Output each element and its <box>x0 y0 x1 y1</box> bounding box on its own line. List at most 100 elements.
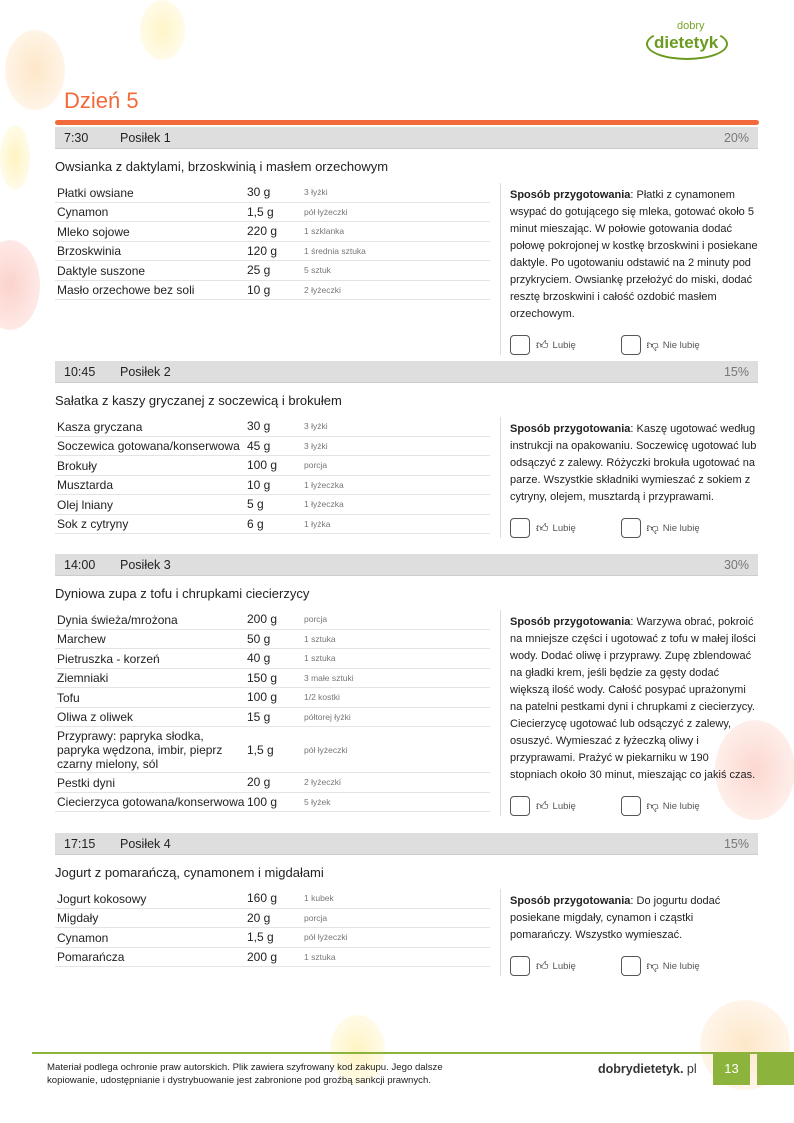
page-number: 13 <box>713 1053 750 1085</box>
meal-name: Posiłek 1 <box>120 130 171 145</box>
ingredient-amount: 1,5 g <box>247 742 274 757</box>
ingredient-measure: 5 łyżek <box>304 796 331 807</box>
like-checkbox[interactable] <box>510 518 530 538</box>
ingredient-row: Kasza gryczana 30 g 3 łyżki <box>55 417 490 437</box>
meal-header: 10:45 Posiłek 2 15% <box>55 361 758 383</box>
ingredient-amount: 10 g <box>247 477 271 492</box>
ingredient-row: Sok z cytryny 6 g 1 łyżka <box>55 515 490 534</box>
ingredient-amount: 100 g <box>247 690 278 705</box>
dislike-checkbox[interactable] <box>620 335 641 355</box>
ingredient-measure: pół łyżeczki <box>304 744 348 755</box>
ingredient-name: Marchew <box>57 632 106 647</box>
decor-orange <box>5 30 65 110</box>
ingredient-name: Ciecierzyca gotowana/konserwowa <box>57 795 245 810</box>
ingredient-name: Płatki owsiane <box>57 185 134 200</box>
meal-name: Posiłek 3 <box>120 557 171 572</box>
recipe-instructions: Sposób przygotowania: Warzywa obrać, pok… <box>501 610 758 784</box>
decor-lemon <box>140 0 185 60</box>
ingredient-name: Soczewica gotowana/konserwowa <box>57 439 240 454</box>
meal-name: Posiłek 4 <box>120 836 171 851</box>
meal-section: 17:15 Posiłek 4 15% Jogurt z pomarańczą,… <box>55 833 758 982</box>
ingredient-measure: 3 łyżki <box>304 440 328 451</box>
ingredient-amount: 220 g <box>247 224 278 239</box>
ingredients-table: Płatki owsiane 30 g 3 łyżki Cynamon 1,5 … <box>55 183 490 355</box>
recipe-title: Owsianka z daktylami, brzoskwinią i masł… <box>55 159 389 174</box>
ingredient-amount: 1,5 g <box>247 204 274 219</box>
ingredient-amount: 15 g <box>247 709 271 724</box>
ingredient-amount: 25 g <box>247 263 271 278</box>
ingredient-name: Pomarańcza <box>57 950 125 965</box>
dislike-checkbox[interactable] <box>620 796 641 816</box>
ingredient-name: Brzoskwinia <box>57 244 122 259</box>
logo-ring <box>646 28 728 60</box>
recipe-panel: Sposób przygotowania: Do jogurtu dodać p… <box>500 889 758 976</box>
like-checkbox[interactable] <box>510 796 530 816</box>
dislike-label: Nie lubię <box>662 800 700 812</box>
logo-text-top: dobry <box>677 20 705 32</box>
ingredient-amount: 100 g <box>247 458 278 473</box>
ingredient-row: Olej lniany 5 g 1 łyżeczka <box>55 495 490 515</box>
ingredient-measure: 5 sztuk <box>304 265 331 276</box>
recipe-title: Dyniowa zupa z tofu i chrupkami ciecierz… <box>55 586 310 601</box>
ingredient-measure: porcja <box>304 460 328 471</box>
logo-text-main: dietetyk <box>654 33 719 52</box>
ingredient-measure: 2 łyżeczki <box>304 284 341 295</box>
ingredient-amount: 6 g <box>247 516 264 531</box>
ingredient-amount: 150 g <box>247 670 278 685</box>
recipe-title: Sałatka z kaszy gryczanej z soczewicą i … <box>55 393 342 408</box>
meal-header: 14:00 Posiłek 3 30% <box>55 554 758 576</box>
like-checkbox[interactable] <box>510 335 530 355</box>
dislike-checkbox[interactable] <box>620 518 641 538</box>
ingredient-amount: 20 g <box>247 775 271 790</box>
ingredient-row: Ciecierzyca gotowana/konserwowa 100 g 5 … <box>55 793 490 812</box>
divider <box>55 120 759 125</box>
recipe-text: : Do jogurtu dodać posiekane migdały, cy… <box>510 895 721 941</box>
ingredients-table: Kasza gryczana 30 g 3 łyżki Soczewica go… <box>55 417 490 538</box>
ingredient-row: Brzoskwinia 120 g 1 średnia sztuka <box>55 242 490 261</box>
meals-list: 7:30 Posiłek 1 20% Owsianka z daktylami,… <box>55 127 758 982</box>
page-title: Dzień 5 <box>64 88 139 113</box>
ingredient-name: Kasza gryczana <box>57 419 143 434</box>
ingredient-measure: 1 łyżeczka <box>304 499 344 510</box>
meal-time: 14:00 <box>64 557 96 572</box>
ingredient-name: Musztarda <box>57 478 114 493</box>
ingredient-measure: 1 sztuka <box>304 653 336 664</box>
thumbs-down-icon: 👎︎ <box>646 798 659 813</box>
ingredient-measure: 1 kubek <box>304 893 334 904</box>
rating-row: 👍︎ Lubię 👎︎ Nie lubię <box>501 518 758 538</box>
ingredients-table: Jogurt kokosowy 160 g 1 kubek Migdały 20… <box>55 889 490 976</box>
ingredient-row: Tofu 100 g 1/2 kostki <box>55 688 490 708</box>
ingredient-name: Ziemniaki <box>57 671 109 686</box>
website-suffix: pl <box>683 1062 697 1076</box>
ingredient-row: Migdały 20 g porcja <box>55 909 490 928</box>
like-label: Lubię <box>552 522 576 534</box>
copyright-notice: Materiał podlega ochronie praw autorskic… <box>47 1062 443 1087</box>
ingredient-measure: 3 łyżki <box>304 421 328 432</box>
website-link[interactable]: dobrydietetyk. pl <box>598 1062 697 1076</box>
ingredient-name: Mleko sojowe <box>57 224 130 239</box>
meal-percent: 15% <box>723 836 749 851</box>
ingredient-row: Pietruszka - korzeń 40 g 1 sztuka <box>55 649 490 669</box>
like-checkbox[interactable] <box>510 956 530 976</box>
ingredient-measure: 3 małe sztuki <box>304 672 354 683</box>
recipe-instructions: Sposób przygotowania: Kaszę ugotować wed… <box>501 417 758 506</box>
meal-percent: 30% <box>723 557 749 572</box>
like-label: Lubię <box>552 800 576 812</box>
ingredient-measure: pół łyżeczki <box>304 206 348 217</box>
ingredient-row: Cynamon 1,5 g pół łyżeczki <box>55 928 490 948</box>
ingredient-row: Płatki owsiane 30 g 3 łyżki <box>55 183 490 203</box>
ingredient-name: Masło orzechowe bez soli <box>57 283 195 298</box>
copyright-line: kopiowanie, udostępnianie i dystrybuowan… <box>47 1074 431 1086</box>
recipe-panel: Sposób przygotowania: Kaszę ugotować wed… <box>500 417 758 538</box>
ingredient-amount: 45 g <box>247 438 271 453</box>
ingredient-amount: 10 g <box>247 282 271 297</box>
ingredient-row: Daktyle suszone 25 g 5 sztuk <box>55 261 490 281</box>
dislike-checkbox[interactable] <box>620 956 641 976</box>
ingredient-amount: 100 g <box>247 794 278 809</box>
ingredient-name: Olej lniany <box>57 497 114 512</box>
ingredient-measure: pół łyżeczki <box>304 932 348 943</box>
rating-row: 👍︎ Lubię 👎︎ Nie lubię <box>501 956 758 976</box>
ingredient-row: Pomarańcza 200 g 1 sztuka <box>55 948 490 967</box>
ingredient-name: Tofu <box>57 690 80 705</box>
recipe-label: Sposób przygotowania <box>510 189 631 201</box>
